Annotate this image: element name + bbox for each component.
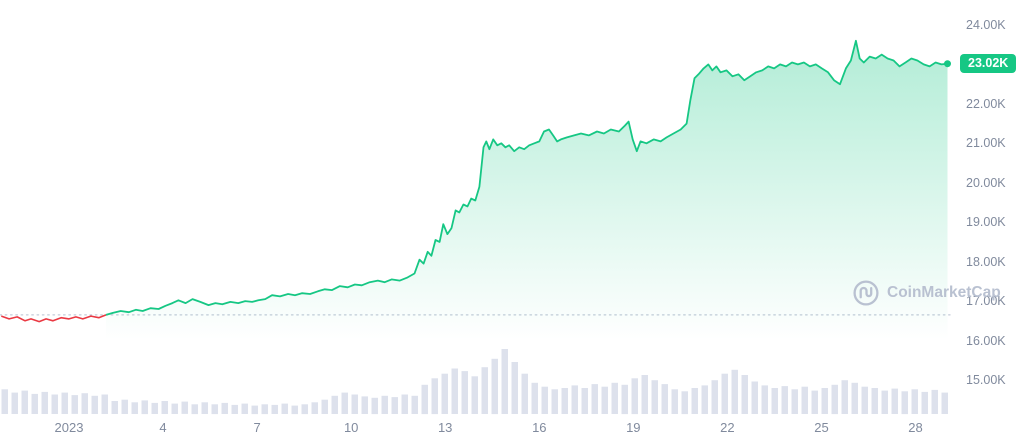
price-line-down: [1, 314, 107, 323]
x-axis-label: 7: [253, 420, 261, 435]
current-price-badge: 23.02K: [960, 53, 1017, 73]
y-axis-label: 22.00K: [966, 96, 1006, 111]
y-axis-label: 21.00K: [966, 136, 1006, 151]
x-axis-label: 16: [532, 420, 547, 435]
x-axis-label: 4: [159, 420, 167, 435]
y-axis-label: 15.00K: [966, 373, 1006, 387]
chart-canvas[interactable]: [0, 0, 960, 441]
y-axis-label: 24.00K: [966, 18, 1006, 32]
x-axis-label: 25: [814, 420, 829, 435]
price-area-fill: [106, 40, 948, 415]
x-axis: 2023 4 7 10 13 16 19 22 25 28: [54, 420, 923, 435]
x-axis-label: 22: [720, 420, 735, 435]
watermark-text: CoinMarketCap: [887, 284, 1001, 301]
y-axis-label: 20.00K: [966, 175, 1006, 190]
y-axis-label: 17.00K: [966, 294, 1006, 309]
x-axis-label: 2023: [54, 420, 84, 435]
last-price-dot: [944, 60, 951, 68]
x-axis-label: 28: [908, 420, 923, 435]
x-axis-label: 19: [626, 420, 641, 435]
coinmarketcap-watermark: CoinMarketCap: [852, 279, 1001, 307]
price-line-up: [105, 39, 948, 316]
x-axis-label: 13: [437, 420, 453, 435]
coinmarketcap-logo-icon: [853, 280, 879, 306]
y-axis-label: 19.00K: [966, 215, 1006, 230]
y-axis-label: 16.00K: [966, 333, 1006, 348]
y-axis-label: 18.00K: [966, 254, 1006, 269]
x-axis-label: 10: [343, 420, 359, 435]
